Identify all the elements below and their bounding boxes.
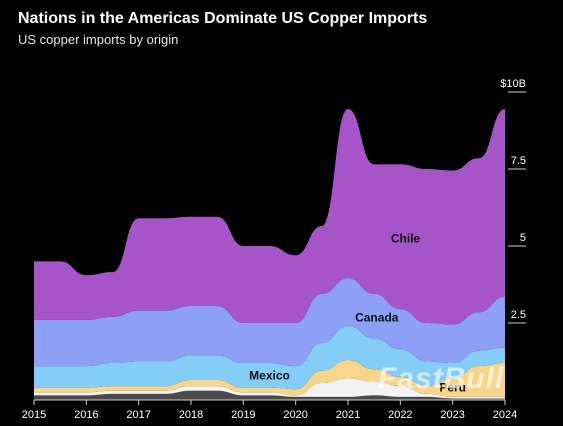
chart-subtitle: US copper imports by origin [18,32,179,47]
area-mexico [34,326,505,390]
area-canada [34,278,505,367]
area-chile [34,108,505,325]
x-axis: 2015 2016 2017 2018 2019 2020 2021 2022 2023 2024 [22,399,517,421]
y-tick-label: 7.5 [511,155,526,167]
x-tick-label: 2019 [231,409,255,421]
watermark-logo: FastBull [378,362,505,395]
x-tick-label: 2018 [179,409,203,421]
x-tick-label: 2017 [126,409,150,421]
series-label-chile: Chile [391,232,421,246]
series-label-peru: Peru [439,381,466,395]
x-tick-label: 2021 [336,409,360,421]
y-tick-label: $10B [500,78,526,90]
area-series-group [34,108,505,400]
x-tick-label: 2016 [74,409,98,421]
series-labels: Peru Mexico Canada Chile [249,232,466,395]
x-tick-label: 2023 [440,409,464,421]
x-tick-label: 2020 [283,409,307,421]
area-peru [34,359,505,397]
x-tick-label: 2024 [493,409,517,421]
series-label-mexico: Mexico [249,368,290,382]
series-label-canada: Canada [355,310,399,324]
y-axis: 2.5 5 7.5 $10B [500,78,526,324]
chart-title: Nations in the Americas Dominate US Copp… [18,10,428,27]
y-tick-label: 5 [520,232,526,244]
y-tick-label: 2.5 [511,309,526,321]
x-tick-label: 2015 [22,409,46,421]
x-tick-label: 2022 [388,409,412,421]
area-series-1 [34,378,505,399]
